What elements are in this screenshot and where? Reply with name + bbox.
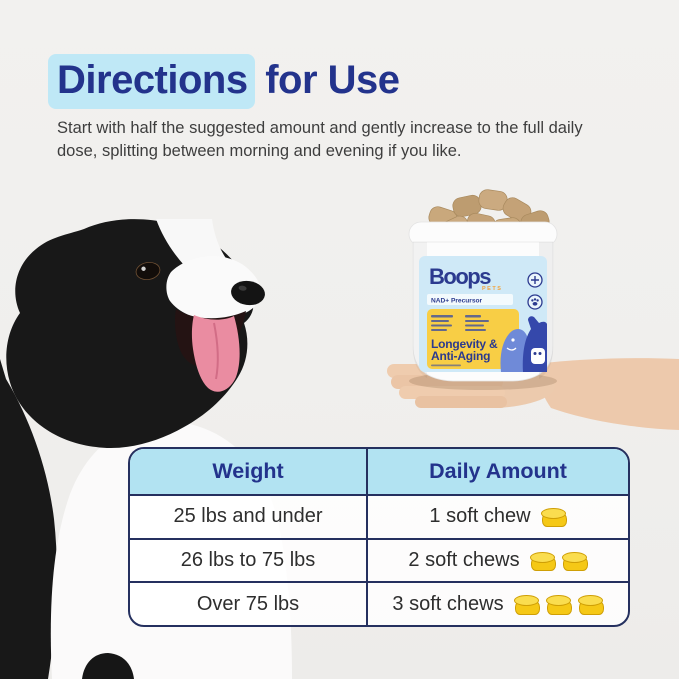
brand-logo: Boops — [429, 264, 491, 289]
amount-cell: 1 soft chew — [368, 496, 628, 538]
label-title-line2: Anti-Aging — [431, 349, 490, 363]
title-rest: for Use — [254, 58, 400, 102]
soft-chew-icon — [577, 595, 604, 615]
label-band — [427, 294, 513, 305]
table-header-row: Weight Daily Amount — [130, 449, 628, 496]
panel-footnote-lines — [431, 364, 461, 367]
weight-cell: Over 75 lbs — [130, 583, 369, 625]
dosage-table-body: 25 lbs and under 1 soft chew 26 lbs to 7… — [130, 496, 628, 625]
dosage-table: Weight Daily Amount 25 lbs and under 1 s… — [128, 447, 630, 627]
soft-chew-icon — [529, 551, 556, 571]
amount-text: 3 soft chews — [392, 592, 504, 615]
chew-icons — [513, 594, 604, 615]
ingredients-panel — [427, 309, 519, 369]
chew-icons — [540, 506, 567, 528]
weight-cell: 25 lbs and under — [130, 496, 369, 538]
brand-sub-label: PETS — [482, 286, 502, 292]
dog-muzzle — [166, 256, 262, 320]
title-highlighted-word: Directions — [48, 54, 255, 109]
soft-chew-icon — [561, 551, 588, 571]
soft-chew-icon — [540, 507, 567, 528]
dog-tongue-crease — [213, 322, 219, 380]
amount-text: 2 soft chews — [408, 549, 520, 571]
soft-chew-icon — [545, 595, 572, 615]
weight-cell: 26 lbs to 75 lbs — [130, 539, 369, 582]
table-row: 25 lbs and under 1 soft chew — [130, 496, 628, 540]
dog-eye — [135, 261, 161, 281]
dog-tongue — [191, 315, 240, 392]
paw-badge-icon — [527, 294, 543, 310]
dog-front-leg — [82, 653, 134, 679]
label-dog-art — [500, 316, 547, 372]
column-header-daily-amount: Daily Amount — [429, 459, 567, 483]
table-row: Over 75 lbs 3 soft chews — [130, 583, 628, 625]
arm — [535, 358, 679, 430]
amount-cell: 2 soft chews — [368, 540, 628, 582]
column-header-weight: Weight — [130, 449, 369, 494]
medical-cross-badge-icon — [527, 272, 543, 288]
chew-icons — [529, 550, 588, 571]
subtitle-line-1: Start with half the suggested amount and… — [57, 119, 583, 137]
table-row: 26 lbs to 75 lbs 2 soft chews — [130, 539, 628, 584]
soft-chew-icon — [513, 595, 540, 615]
subtitle: Start with half the suggested amount and… — [57, 117, 637, 164]
page-title: Directions for Use — [48, 54, 637, 109]
header: Directions for Use Start with half the s… — [48, 54, 637, 164]
amount-cell: 3 soft chews — [368, 583, 628, 625]
product-photo: Boops PETS NAD+ Precursor Longevity & An… — [387, 189, 679, 430]
subtitle-line-2: dose, splitting between morning and even… — [57, 142, 462, 161]
label-title-line1: Longevity & — [431, 337, 498, 351]
dog-back-fur — [0, 359, 57, 679]
amount-text: 1 soft chew — [429, 505, 531, 528]
dog-eye-glint — [141, 266, 146, 271]
dog-nose-highlight — [238, 285, 247, 291]
label-band-text: NAD+ Precursor — [431, 297, 483, 304]
panel-fine-print — [431, 315, 489, 331]
